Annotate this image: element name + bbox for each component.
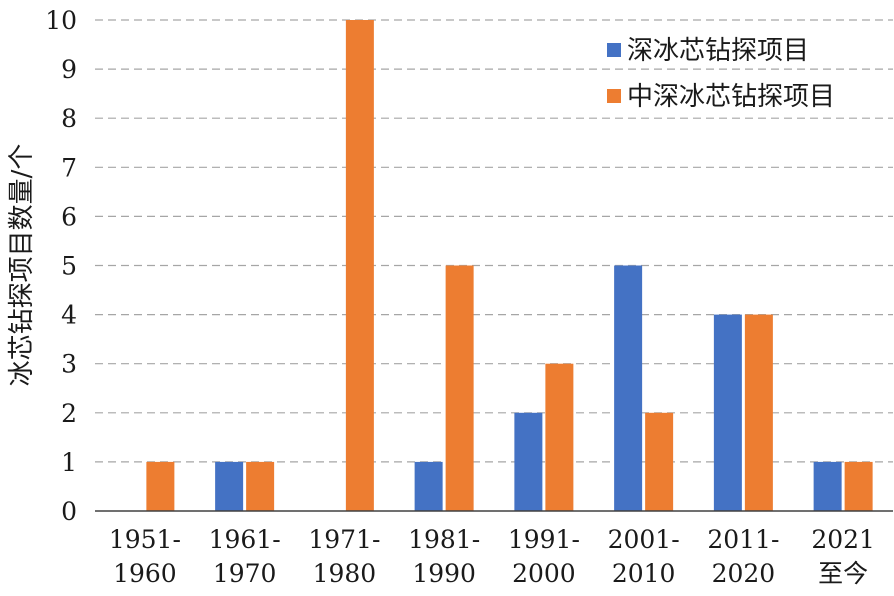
x-category-label: 1981-1990 <box>408 525 480 588</box>
y-axis-label: 冰芯钻探项目数量/个 <box>7 144 37 387</box>
y-axis-ticks: 0 1 2 3 4 5 6 7 8 9 10 <box>45 6 77 526</box>
y-tick-label: 5 <box>61 252 77 281</box>
y-tick-label: 0 <box>61 497 77 526</box>
bars <box>146 20 873 511</box>
bar-medium-deep <box>545 363 574 511</box>
x-category-label: 2011-2020 <box>707 525 779 588</box>
y-tick-label: 10 <box>45 6 77 35</box>
x-category-label: 1951-1960 <box>109 525 181 588</box>
bar-medium-deep <box>744 314 773 511</box>
y-tick-label: 1 <box>61 448 77 477</box>
x-category-label: 1991-2000 <box>508 525 580 588</box>
x-category-label: 2001-2010 <box>608 525 680 588</box>
bar-deep <box>514 412 543 511</box>
y-tick-label: 2 <box>61 399 77 428</box>
x-category-label: 2021 至今 <box>811 525 875 588</box>
bar-medium-deep <box>146 461 175 511</box>
y-tick-label: 9 <box>61 55 77 84</box>
y-tick-label: 7 <box>61 153 77 182</box>
x-category-label: 1971-1980 <box>308 525 380 588</box>
bar-medium-deep <box>246 461 275 511</box>
bar-medium-deep <box>645 412 674 511</box>
x-category-label: 1961-1970 <box>209 525 281 588</box>
y-tick-label: 8 <box>61 104 77 133</box>
bar-deep <box>813 461 842 511</box>
legend-label: 中深冰芯钻探项目 <box>627 82 835 112</box>
bar-deep <box>414 461 443 511</box>
x-axis-categories: 1951-1960 1961-1970 1971-1980 1981-1990 1991… <box>109 525 875 588</box>
y-tick-label: 6 <box>61 202 77 231</box>
bar-deep <box>614 265 643 511</box>
bar-medium-deep <box>445 265 474 511</box>
bar-deep <box>713 314 742 511</box>
legend-swatch <box>607 43 621 57</box>
bar-medium-deep <box>345 20 374 511</box>
y-tick-label: 3 <box>61 350 77 379</box>
bar-deep <box>215 461 244 511</box>
y-tick-label: 4 <box>61 301 77 330</box>
legend-swatch <box>607 89 621 103</box>
legend-label: 深冰芯钻探项目 <box>627 36 809 66</box>
bar-medium-deep <box>844 461 873 511</box>
